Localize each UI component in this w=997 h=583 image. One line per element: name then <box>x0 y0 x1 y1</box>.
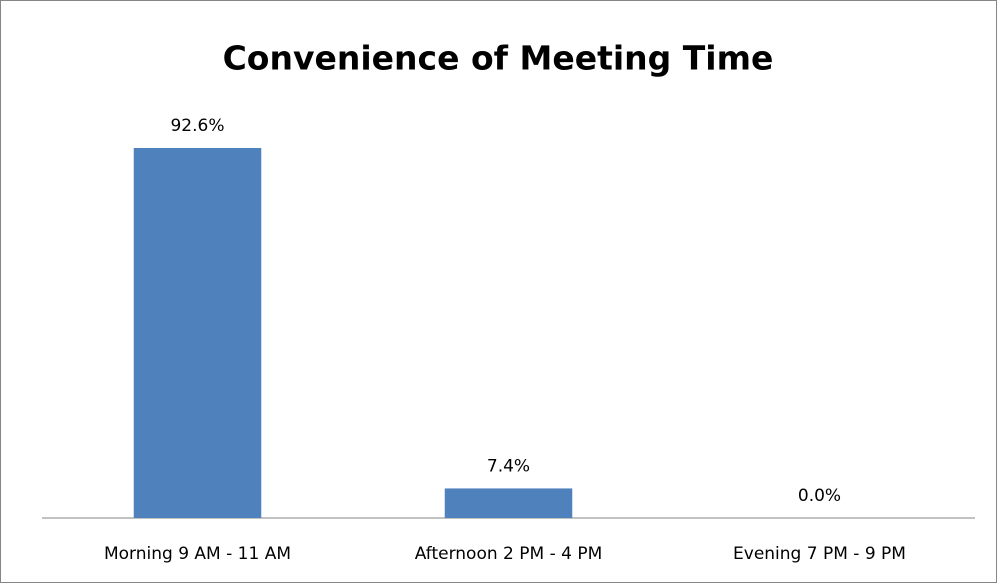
data-label: 92.6% <box>170 116 224 136</box>
data-label: 7.4% <box>487 456 530 476</box>
bar <box>133 148 262 518</box>
data-label: 0.0% <box>798 486 841 506</box>
x-tick-label: Morning 9 AM - 11 AM <box>104 544 291 564</box>
x-tick-label: Afternoon 2 PM - 4 PM <box>415 544 603 564</box>
bar <box>444 488 573 518</box>
x-tick-label: Evening 7 PM - 9 PM <box>733 544 906 564</box>
chart-title: Convenience of Meeting Time <box>223 39 774 78</box>
